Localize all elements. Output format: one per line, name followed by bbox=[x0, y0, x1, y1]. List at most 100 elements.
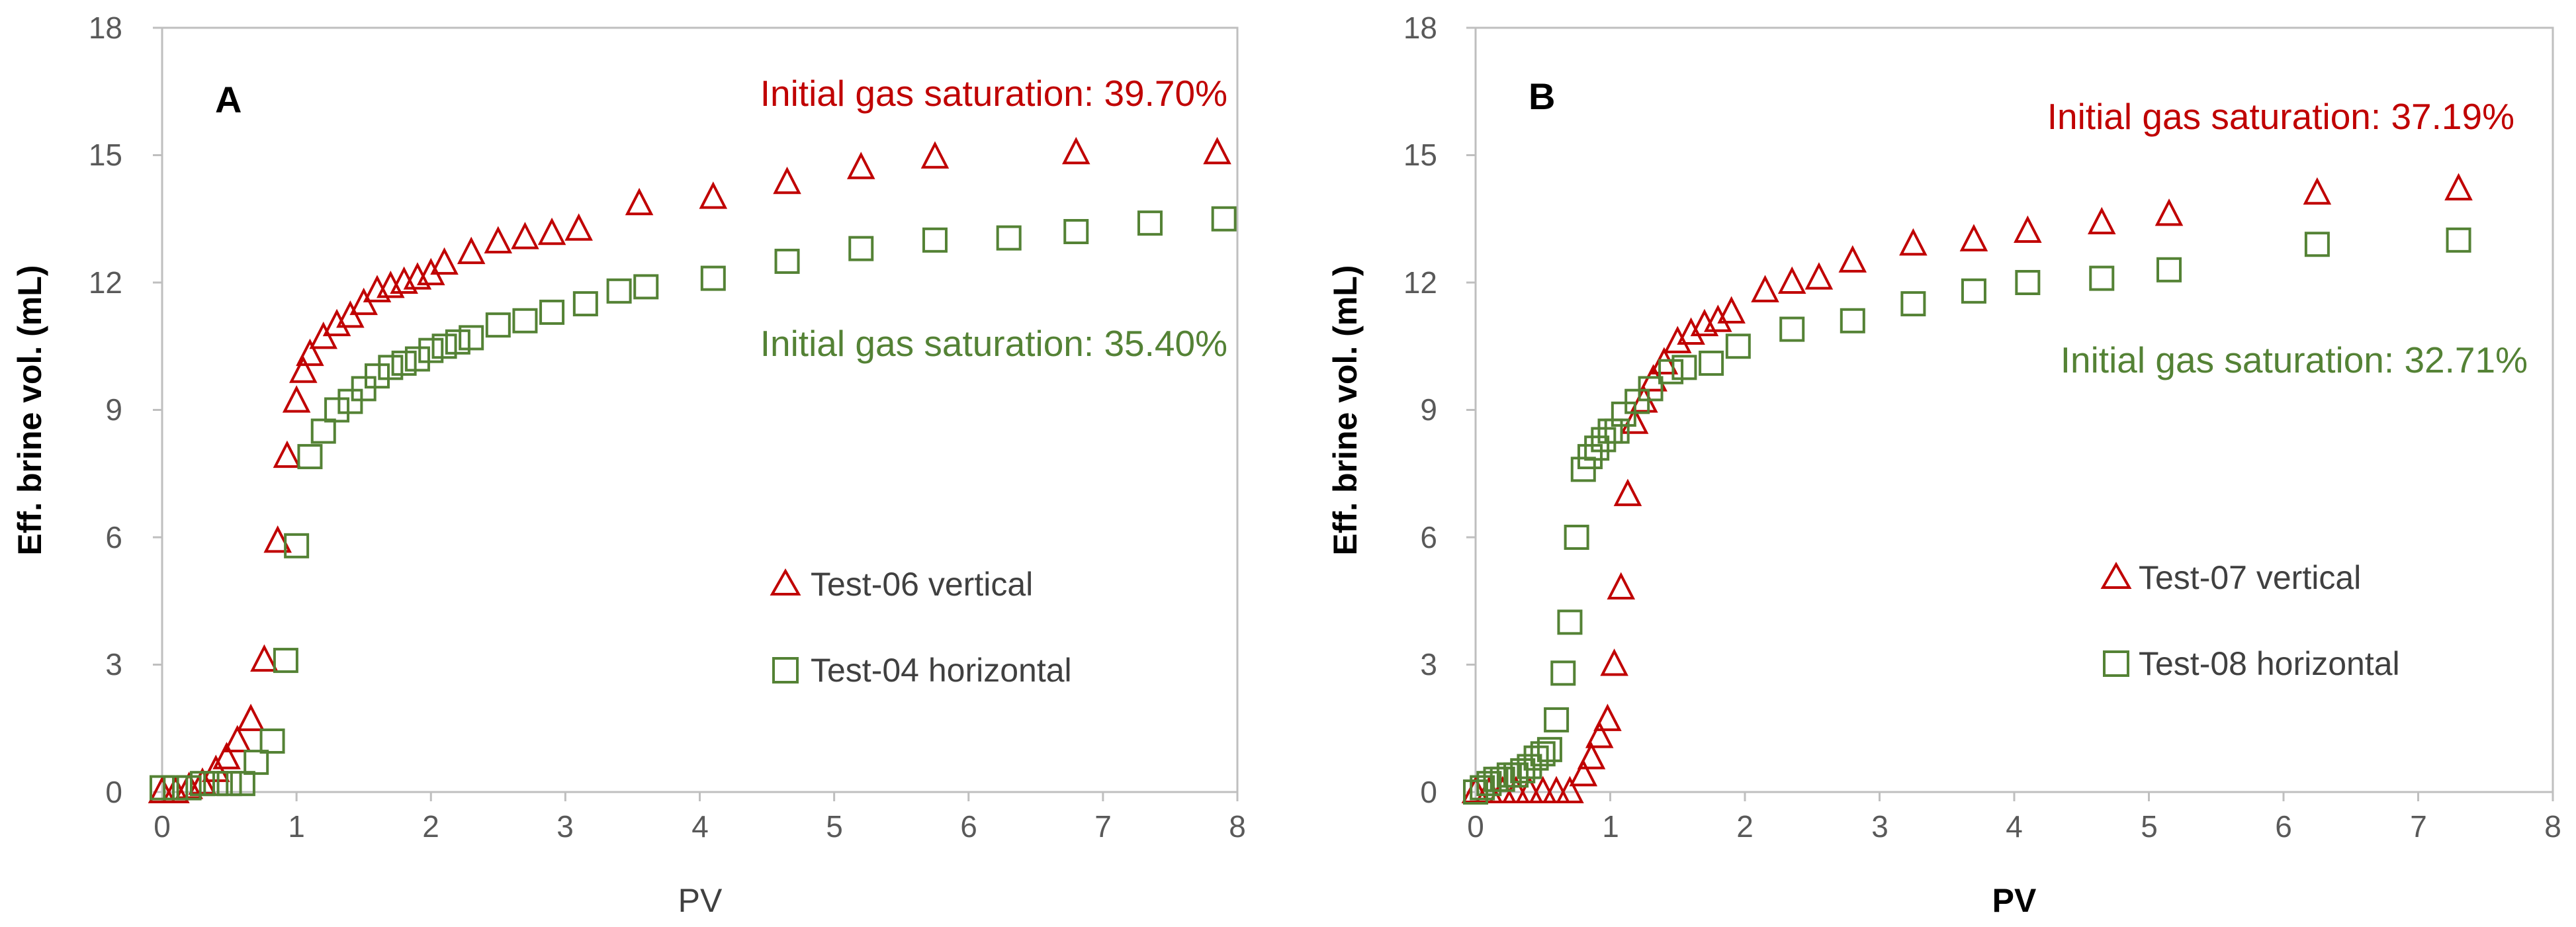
data-point-triangle bbox=[236, 703, 265, 731]
legend-marker-triangle bbox=[2100, 561, 2132, 589]
y-tick-label: 9 bbox=[105, 392, 122, 427]
data-point-square bbox=[774, 248, 800, 274]
data-point-square bbox=[1699, 350, 1724, 376]
x-tick-label: 6 bbox=[960, 809, 977, 844]
data-point-square bbox=[1658, 359, 1684, 384]
data-point-square bbox=[445, 329, 470, 355]
data-point-triangle bbox=[1677, 317, 1705, 345]
data-point-square bbox=[310, 418, 336, 444]
data-point-square bbox=[1503, 762, 1529, 788]
data-point-square bbox=[1570, 457, 1596, 482]
data-point-square bbox=[1577, 444, 1603, 470]
x-tick-label: 0 bbox=[154, 809, 171, 844]
data-point-triangle bbox=[1838, 245, 1867, 273]
data-point-square bbox=[996, 225, 1022, 251]
y-tick-label: 0 bbox=[1420, 775, 1437, 809]
data-point-square bbox=[391, 350, 417, 376]
data-point-square bbox=[284, 533, 310, 558]
data-point-square bbox=[1900, 291, 1926, 317]
data-point-square bbox=[2156, 257, 2182, 283]
data-point-square bbox=[1597, 418, 1623, 444]
data-point-triangle bbox=[1600, 648, 1628, 676]
data-point-square bbox=[1591, 427, 1617, 453]
data-point-square bbox=[2304, 232, 2330, 257]
data-point-square bbox=[2089, 265, 2115, 291]
legend-marker-triangle bbox=[770, 568, 801, 596]
x-tick-label: 5 bbox=[826, 809, 843, 844]
data-point-triangle bbox=[699, 181, 728, 209]
data-point-triangle bbox=[1717, 296, 1746, 324]
y-axis-title: Eff. brine vol. (mL) bbox=[11, 265, 48, 556]
data-point-triangle bbox=[1663, 326, 1692, 353]
data-point-triangle bbox=[484, 226, 513, 254]
data-point-square bbox=[273, 648, 298, 674]
data-point-square bbox=[2015, 270, 2041, 295]
data-point-triangle bbox=[773, 166, 801, 195]
data-point-triangle bbox=[1959, 224, 1988, 251]
data-point-triangle bbox=[457, 236, 486, 265]
data-point-triangle bbox=[1607, 572, 1636, 599]
data-point-square bbox=[418, 337, 444, 363]
data-point-square bbox=[297, 444, 323, 470]
y-tick-label: 6 bbox=[1420, 520, 1437, 554]
x-tick-label: 2 bbox=[422, 809, 439, 844]
data-point-square bbox=[1624, 388, 1650, 414]
data-point-square bbox=[1550, 660, 1576, 686]
data-point-triangle bbox=[511, 222, 539, 249]
data-point-square bbox=[1961, 278, 1986, 304]
panel-label: A bbox=[215, 79, 242, 120]
data-point-square bbox=[1137, 210, 1163, 236]
x-tick-label: 1 bbox=[1602, 809, 1619, 844]
data-point-square bbox=[1584, 435, 1610, 461]
data-point-triangle bbox=[920, 141, 950, 169]
x-axis-title: PV bbox=[678, 882, 723, 919]
data-point-square bbox=[404, 346, 430, 372]
data-point-triangle bbox=[846, 152, 875, 179]
data-point-square bbox=[1063, 219, 1089, 244]
data-point-square bbox=[485, 312, 511, 338]
data-point-square bbox=[216, 771, 242, 797]
x-tick-label: 2 bbox=[1736, 809, 1754, 844]
data-point-square bbox=[1671, 355, 1697, 380]
data-point-square bbox=[539, 299, 565, 325]
data-point-triangle bbox=[1577, 742, 1606, 770]
data-point-square bbox=[1638, 376, 1664, 402]
annotation-vertical: Initial gas saturation: 37.19% bbox=[2047, 96, 2514, 137]
data-point-triangle bbox=[537, 217, 566, 245]
data-point-triangle bbox=[2014, 215, 2042, 243]
data-point-triangle bbox=[1556, 775, 1584, 803]
annotation-horizontal: Initial gas saturation: 35.40% bbox=[760, 323, 1227, 364]
y-tick-label: 9 bbox=[1420, 392, 1437, 427]
data-point-square bbox=[633, 274, 659, 300]
y-tick-label: 18 bbox=[89, 11, 122, 45]
x-tick-label: 7 bbox=[1094, 809, 1112, 844]
x-tick-label: 8 bbox=[2544, 809, 2561, 844]
data-point-triangle bbox=[250, 644, 279, 672]
data-point-square bbox=[365, 363, 390, 389]
data-point-triangle bbox=[625, 187, 654, 216]
data-point-square bbox=[572, 291, 598, 317]
data-point-triangle bbox=[1804, 262, 1834, 290]
chart-panel-b: 0 3 6 9 12 15 18 0 1 2 3 4 5 6 7 8 PV Ef… bbox=[1327, 11, 2561, 919]
data-point-triangle bbox=[1585, 721, 1614, 748]
data-point-square bbox=[351, 376, 377, 402]
data-point-square bbox=[1470, 775, 1495, 801]
data-point-triangle bbox=[2444, 173, 2473, 200]
data-point-square bbox=[1517, 754, 1542, 779]
data-point-triangle bbox=[1542, 775, 1571, 803]
data-point-triangle bbox=[1777, 266, 1806, 294]
data-point-square bbox=[259, 728, 285, 754]
x-tick-label: 3 bbox=[556, 809, 574, 844]
data-point-triangle bbox=[296, 338, 324, 367]
y-tick-label: 0 bbox=[105, 775, 122, 809]
legend-marker-square bbox=[2103, 650, 2129, 677]
data-point-triangle bbox=[289, 355, 318, 383]
data-point-triangle bbox=[1704, 304, 1732, 332]
y-tick-label: 12 bbox=[89, 265, 122, 300]
data-point-triangle bbox=[148, 775, 177, 803]
legend-label: Test-06 vertical bbox=[811, 566, 1033, 603]
annotation-vertical: Initial gas saturation: 39.70% bbox=[760, 73, 1227, 114]
data-point-triangle bbox=[2154, 198, 2184, 226]
data-point-triangle bbox=[282, 385, 311, 413]
data-point-square bbox=[606, 278, 632, 304]
